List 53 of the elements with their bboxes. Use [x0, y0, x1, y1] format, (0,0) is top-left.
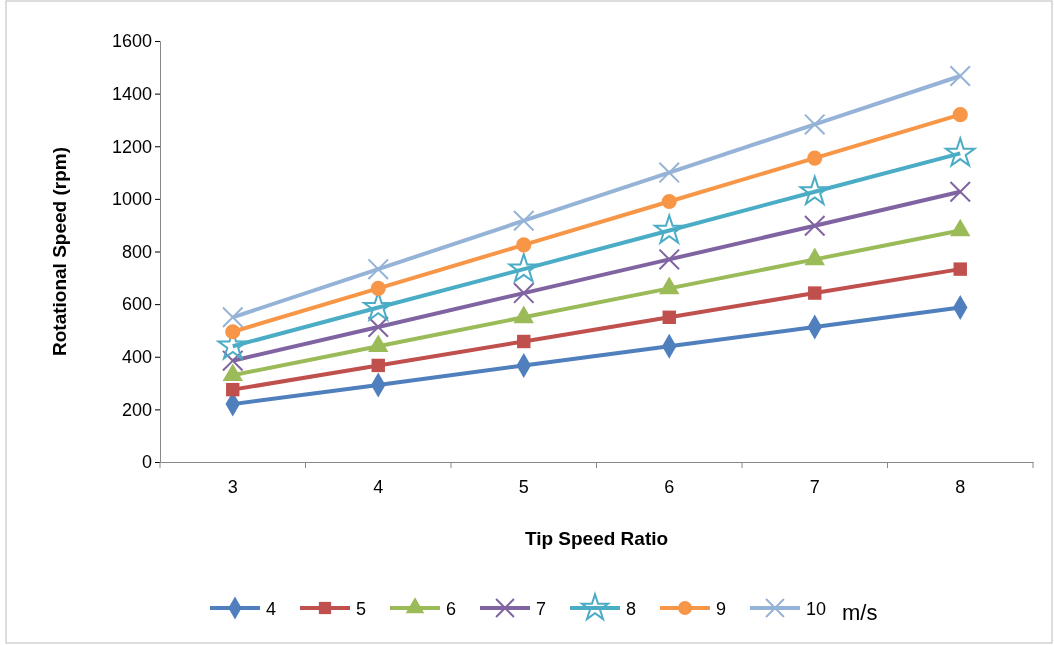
- legend-label: 8: [626, 599, 637, 619]
- point: [367, 258, 390, 280]
- point: [807, 150, 823, 166]
- x-tick-label: 8: [955, 476, 966, 497]
- y-tick-label: 800: [121, 241, 152, 262]
- point: [226, 382, 240, 397]
- point: [953, 262, 967, 276]
- point: [952, 107, 968, 123]
- legend-label: 7: [536, 599, 547, 619]
- point: [803, 113, 826, 136]
- x-tick-label: 4: [373, 476, 384, 497]
- x-tick-label: 5: [518, 476, 529, 497]
- y-tick-label: 600: [121, 294, 152, 315]
- x-axis-title: Tip Speed Ratio: [524, 528, 669, 549]
- point: [949, 65, 972, 87]
- point: [517, 334, 531, 349]
- legend-title: m/s: [842, 600, 878, 625]
- y-tick-label: 1400: [111, 83, 152, 104]
- point: [945, 137, 976, 167]
- point: [949, 180, 972, 203]
- y-tick-label: 1200: [111, 136, 152, 157]
- point: [508, 253, 539, 283]
- point: [221, 306, 244, 329]
- point: [512, 282, 535, 304]
- y-tick-label: 400: [121, 347, 152, 368]
- point: [512, 209, 535, 232]
- point: [221, 349, 244, 372]
- point: [225, 324, 241, 340]
- point: [658, 161, 681, 184]
- point: [658, 248, 681, 271]
- point: [516, 237, 532, 253]
- x-tick-label: 7: [809, 476, 820, 497]
- x-tick-label: 6: [664, 476, 675, 497]
- point: [803, 214, 826, 237]
- y-tick-label: 0: [141, 452, 152, 473]
- point: [797, 173, 830, 207]
- y-axis-title: Rotational Speed (rpm): [49, 146, 70, 357]
- point: [371, 358, 385, 373]
- y-tick-label: 1600: [111, 31, 152, 52]
- point: [367, 316, 390, 338]
- point: [662, 310, 676, 324]
- legend-label: 6: [446, 599, 457, 619]
- point: [370, 280, 386, 296]
- x-tick-label: 3: [227, 476, 238, 497]
- legend-label: 4: [266, 599, 277, 619]
- point: [661, 193, 677, 210]
- y-tick-label: 1000: [111, 189, 152, 210]
- legend-label: 9: [716, 599, 727, 619]
- point: [808, 286, 822, 300]
- point: [654, 214, 685, 244]
- legend-label: 5: [356, 599, 367, 619]
- legend-label: 10: [806, 599, 827, 619]
- y-tick-label: 200: [121, 399, 152, 420]
